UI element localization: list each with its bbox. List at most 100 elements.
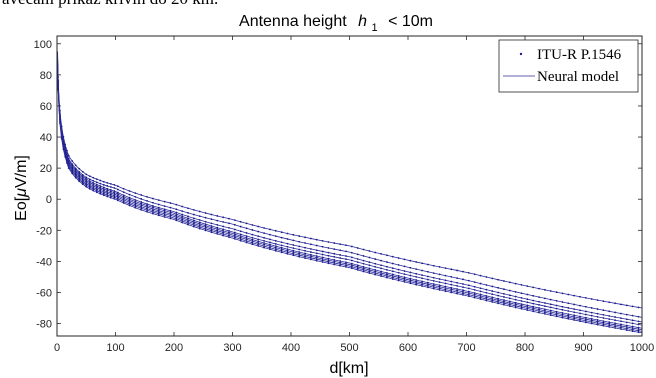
itu-data-point: [350, 256, 353, 259]
itu-data-point: [497, 299, 499, 302]
itu-data-point: [485, 291, 488, 294]
itu-data-point: [432, 279, 435, 282]
itu-data-point: [362, 265, 365, 268]
itu-data-point: [280, 244, 283, 247]
itu-data-point: [99, 186, 102, 189]
itu-data-point: [386, 254, 388, 257]
itu-data-point: [152, 212, 154, 215]
itu-data-point: [140, 198, 143, 200]
itu-data-point: [152, 206, 154, 209]
itu-data-point: [526, 309, 529, 311]
itu-data-point: [181, 213, 184, 216]
itu-data-point: [356, 261, 359, 264]
itu-data-point: [362, 270, 365, 273]
itu-data-point: [391, 275, 394, 277]
itu-data-point: [85, 184, 88, 187]
itu-data-point: [187, 207, 189, 210]
itu-data-point: [298, 255, 301, 258]
itu-data-point: [251, 243, 254, 246]
itu-data-point: [602, 309, 605, 312]
itu-data-point: [327, 241, 330, 243]
itu-data-point: [333, 248, 336, 251]
itu-data-point: [561, 301, 564, 303]
itu-data-point: [146, 204, 148, 207]
itu-data-point: [602, 313, 605, 316]
itu-data-point: [245, 222, 248, 225]
itu-data-point: [146, 210, 148, 213]
itu-data-point: [473, 292, 476, 294]
itu-data-point: [403, 270, 406, 272]
itu-data-point: [590, 319, 593, 322]
itu-data-point: [426, 281, 429, 284]
itu-data-point: [163, 212, 166, 215]
itu-data-point: [140, 207, 143, 210]
itu-data-point: [309, 237, 312, 240]
itu-data-point: [380, 267, 382, 270]
itu-data-point: [67, 154, 70, 157]
itu-data-point: [315, 238, 318, 241]
itu-data-point: [625, 329, 628, 332]
itu-data-point: [456, 281, 459, 284]
itu-data-point: [444, 267, 447, 270]
itu-data-point: [315, 249, 318, 252]
itu-data-point: [637, 323, 640, 326]
itu-data-point: [397, 264, 400, 266]
itu-data-point: [181, 216, 184, 219]
itu-data-point: [549, 309, 552, 312]
itu-data-point: [479, 295, 482, 297]
itu-data-point: [292, 244, 295, 246]
itu-data-point: [602, 323, 605, 326]
itu-data-point: [245, 236, 248, 239]
itu-data-point: [543, 297, 546, 300]
itu-data-point: [444, 274, 447, 277]
itu-data-point: [239, 236, 242, 239]
itu-data-point: [263, 232, 265, 235]
itu-data-point: [620, 325, 622, 327]
itu-data-point: [175, 213, 178, 216]
itu-data-point: [614, 322, 616, 325]
itu-data-point: [614, 319, 616, 322]
itu-data-point: [292, 251, 295, 254]
itu-data-point: [362, 255, 365, 257]
itu-data-point: [479, 296, 482, 299]
itu-data-point: [514, 301, 517, 304]
itu-data-point: [631, 330, 634, 333]
itu-data-point: [222, 228, 225, 231]
itu-data-point: [169, 216, 172, 218]
itu-data-point: [327, 260, 330, 263]
itu-data-point: [239, 220, 242, 223]
itu-data-point: [78, 167, 81, 170]
itu-data-point: [116, 191, 119, 194]
itu-data-point: [134, 202, 137, 204]
itu-data-point: [590, 298, 593, 300]
itu-data-point: [257, 225, 260, 228]
itu-data-point: [637, 306, 640, 309]
itu-data-point: [555, 291, 558, 294]
itu-data-point: [491, 285, 494, 288]
itu-data-point: [321, 245, 324, 248]
itu-data-point: [345, 250, 347, 253]
itu-data-point: [614, 302, 616, 305]
itu-data-point: [596, 322, 599, 324]
itu-data-point: [555, 313, 558, 316]
itu-data-point: [625, 318, 628, 321]
itu-data-point: [198, 215, 201, 218]
itu-data-point: [590, 311, 593, 314]
itu-data-point: [579, 315, 581, 318]
itu-data-point: [520, 307, 523, 310]
itu-data-point: [532, 308, 535, 311]
itu-data-point: [257, 235, 260, 238]
itu-data-point: [520, 284, 523, 286]
itu-data-point: [397, 268, 400, 271]
itu-data-point: [526, 306, 529, 308]
itu-data-point: [102, 194, 105, 197]
itu-data-point: [421, 285, 423, 287]
itu-data-point: [321, 258, 324, 260]
itu-data-point: [239, 230, 242, 233]
itu-data-point: [462, 270, 464, 273]
itu-data-point: [210, 228, 213, 230]
itu-data-point: [333, 242, 336, 244]
itu-data-point: [631, 305, 634, 308]
itu-data-point: [620, 320, 622, 323]
itu-data-point: [467, 284, 470, 287]
